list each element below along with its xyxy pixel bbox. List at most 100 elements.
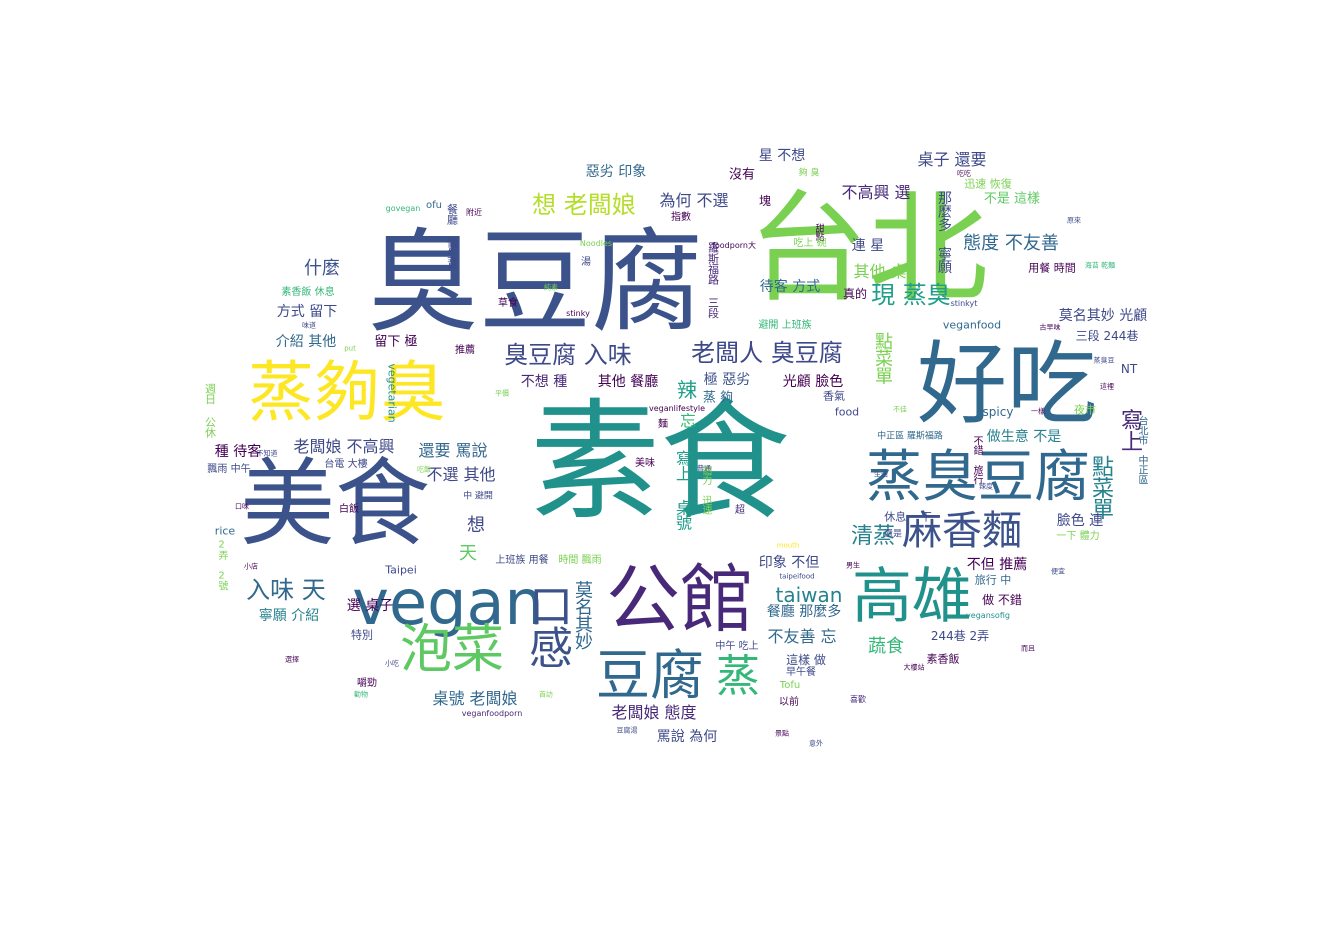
word: 麻香麵 (902, 508, 1022, 554)
word: 景點 (775, 729, 789, 738)
word: 其他 桌 (853, 262, 907, 281)
word: 清蒸 (850, 524, 896, 549)
word: 中正區 羅斯福路 (877, 431, 943, 442)
word: rice (214, 524, 236, 538)
word: 餐廳 做生意 (445, 203, 459, 269)
word: veganfoodporn (461, 709, 523, 718)
word: 嚼勁 (357, 678, 377, 689)
word: 辣度 (979, 482, 993, 491)
word: 附近 (466, 208, 482, 217)
word: 留下 極 (374, 334, 418, 350)
word: 週日 公休 (203, 382, 217, 438)
word: put (344, 344, 356, 353)
word: 首訪 (539, 690, 553, 699)
word: 選 桌子 (346, 598, 394, 614)
word: 蔬食 (868, 636, 904, 657)
word: 244巷 2弄 (930, 629, 990, 643)
word: 三段 244巷 (1075, 329, 1139, 343)
word: Taipei (385, 563, 417, 577)
word: 蒸 夠 (702, 390, 734, 406)
word: 而且 (1021, 644, 1035, 653)
word: 忘 (677, 412, 696, 428)
word: 生活 (874, 470, 888, 479)
word: Tofu (779, 680, 801, 691)
word: 點菜單 (872, 332, 893, 384)
word: 罵說 為何 (656, 729, 718, 745)
word: veganlifestyle (648, 404, 706, 413)
word: 臭豆腐 (367, 218, 703, 348)
word: 莫名其妙 (572, 580, 593, 650)
word: 口味 (235, 502, 249, 511)
word: 桌子 還要 (917, 150, 987, 169)
word: 時間 飄雨 (558, 555, 602, 566)
word: 便宜 (1051, 567, 1065, 576)
word: taipeifood (779, 572, 815, 581)
word: 味道 (302, 321, 316, 330)
word: 早午餐 (786, 667, 816, 678)
word: 這樣 做 (786, 653, 826, 667)
word: 普通 (697, 464, 711, 473)
word: 什麼 (304, 258, 340, 279)
word: food (834, 405, 860, 419)
word: 其他 餐廳 (597, 374, 659, 390)
word: 態度 不友善 (963, 233, 1059, 254)
word: 大樓站 (903, 663, 925, 672)
word: 平價 (495, 389, 509, 398)
word: 選擇 (285, 655, 299, 664)
word: 極 惡劣 (703, 372, 751, 388)
word: 素香飯 (926, 652, 960, 666)
word: 沒有 (728, 167, 756, 183)
word: 這裡 (1100, 382, 1114, 391)
word: 星 不想 (758, 148, 806, 164)
word: 體力 迅速 (700, 465, 711, 515)
word: 種 待客 (214, 444, 262, 460)
word: 為何 不選 (659, 191, 729, 210)
word: 口感 (521, 582, 572, 668)
word: 喜歡 (850, 695, 866, 704)
word: 現 蒸臭 (871, 281, 951, 309)
word: vegansofig (966, 611, 1010, 620)
word: 台北 (748, 180, 988, 319)
word: 用餐 時間 (1028, 261, 1076, 275)
word: 還是 (883, 529, 903, 540)
word: govegan (385, 204, 421, 213)
word: 不錯 旅行 (971, 435, 982, 485)
word: 中 避開 (463, 491, 493, 502)
word: 旅行 中 (974, 573, 1012, 587)
word: 臭豆腐 入味 (504, 341, 632, 369)
word: 素香飯 休息 (281, 287, 335, 298)
word: 草食 (498, 298, 518, 309)
word: 老闆娘 不高興 (293, 437, 395, 456)
word: 勸物 (354, 690, 368, 699)
word: 羅斯福路 三段 (706, 242, 720, 318)
word: 小吃 (385, 659, 399, 668)
word: 古早味 (1039, 323, 1061, 332)
word: 美味 (635, 458, 655, 469)
word: 蒸臭豆腐 (866, 445, 1090, 510)
word: 那麼多 寧願 (936, 190, 952, 274)
word: 一樣 (1031, 407, 1045, 416)
word: 印象 不但 (758, 555, 820, 571)
word: 吃吃 (957, 169, 971, 178)
word: vegan (352, 566, 544, 639)
word: 原來 (1067, 216, 1081, 225)
word: 天 (459, 543, 477, 564)
word: 不是 這樣 (983, 191, 1041, 207)
word: 不想 種 (520, 374, 568, 390)
word: 不佳 (893, 405, 907, 414)
word: 香氣 (823, 389, 845, 403)
word: 甜點 (813, 223, 824, 241)
word: 餐廳 那麼多 (766, 604, 842, 620)
word: 夜市 (1074, 403, 1096, 417)
word: 寫上 (1117, 408, 1142, 452)
word: veganfood (942, 318, 1002, 332)
word: 豆腐 (596, 644, 704, 707)
word: spicy (982, 405, 1014, 419)
word: 豆腐湯 (616, 726, 638, 735)
word: 上班族 用餐 (495, 555, 549, 566)
word: 夠 臭 (798, 168, 820, 179)
word: 吃飯 (417, 465, 431, 474)
word: 公館 (606, 557, 754, 643)
word: 好吃 (917, 332, 1097, 437)
